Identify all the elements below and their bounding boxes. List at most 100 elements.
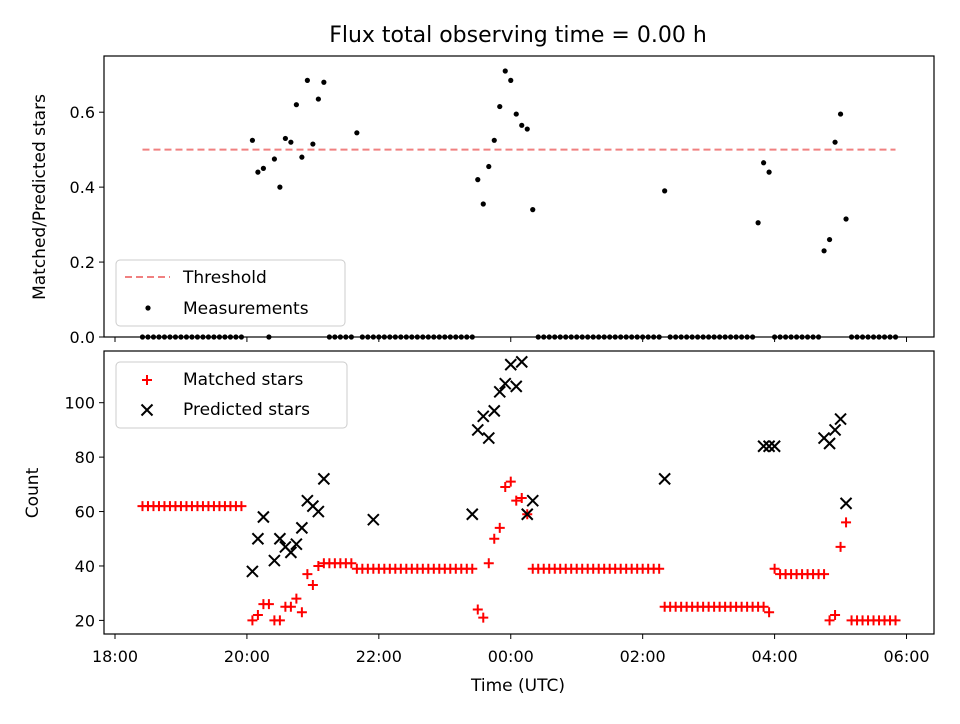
matched-star-marker xyxy=(467,563,478,574)
measurement-point xyxy=(513,111,519,117)
legend-predicted-swatch xyxy=(140,403,154,417)
measurement-point xyxy=(491,137,497,143)
predicted-star-marker xyxy=(828,423,842,437)
measurement-point xyxy=(843,216,849,222)
matched-star-marker xyxy=(472,604,483,615)
measurement-point xyxy=(315,96,321,102)
measurement-point xyxy=(255,169,261,175)
top-legend: Threshold Measurements xyxy=(115,259,346,327)
x-tick-label: 04:00 xyxy=(752,647,798,666)
measurement-point xyxy=(502,68,508,74)
measurement-point xyxy=(524,126,530,132)
measurement-point xyxy=(299,154,305,160)
matched-star-marker xyxy=(483,558,494,569)
matched-star-marker xyxy=(236,501,247,512)
bottom-plot-area: 20 40 60 80 100 18:00 20:00 22:00 00:00 02:00 04:0… xyxy=(64,350,935,666)
predicted-star-marker xyxy=(658,472,671,486)
predicted-star-marker xyxy=(493,385,506,399)
matched-star-marker xyxy=(313,560,324,571)
top-plot-frame xyxy=(103,55,935,338)
bottom-y-axis-label: Count xyxy=(23,467,43,518)
measurement-point xyxy=(662,188,668,194)
x-tick-label: 22:00 xyxy=(356,647,402,666)
measurement-point xyxy=(497,103,503,110)
legend-box xyxy=(115,259,346,327)
predicted-star-marker xyxy=(273,532,287,545)
measurement-point xyxy=(766,169,772,175)
x-tick-label: 00:00 xyxy=(488,647,534,666)
predicted-star-marker xyxy=(257,510,270,524)
legend-matched-label: Matched stars xyxy=(183,370,303,390)
predicted-star-marker xyxy=(757,440,770,453)
matched-star-marker xyxy=(302,569,313,580)
matched-star-marker xyxy=(758,601,769,612)
predicted-star-marker xyxy=(466,508,479,521)
matched-star-marker xyxy=(500,482,511,493)
x-tick-label: 18:00 xyxy=(92,647,138,666)
measurement-point xyxy=(288,139,294,145)
bottom-y-tick-label: 20 xyxy=(75,611,95,630)
measurement-point xyxy=(304,77,310,83)
matched-star-marker xyxy=(769,563,780,574)
predicted-star-marker xyxy=(526,494,539,507)
matched-star-marker xyxy=(285,601,296,612)
measurement-point xyxy=(530,207,536,213)
predicted-star-marker xyxy=(367,513,380,526)
matched-star-marker xyxy=(511,495,522,506)
legend-box xyxy=(115,361,348,429)
predicted-star-marker xyxy=(295,521,309,535)
predicted-star-marker xyxy=(839,497,853,510)
predicted-star-marker xyxy=(488,404,501,418)
predicted-star-marker xyxy=(510,380,523,393)
legend-measurement-swatch xyxy=(145,305,151,311)
predicted-star-marker xyxy=(317,472,331,486)
measurement-point xyxy=(310,141,316,147)
x-tick-label: 02:00 xyxy=(620,647,666,666)
predicted-star-marker xyxy=(834,412,847,426)
x-tick-label: 06:00 xyxy=(883,647,929,666)
measurement-point xyxy=(293,102,299,108)
bottom-legend: Matched stars Predicted stars xyxy=(115,361,348,429)
matched-star-marker xyxy=(819,569,830,580)
matched-star-marker xyxy=(835,541,846,552)
bottom-y-tick-label: 40 xyxy=(75,557,95,576)
matched-star-marker xyxy=(291,593,302,604)
bottom-y-tick-label: 60 xyxy=(75,503,95,522)
predicted-star-marker xyxy=(246,565,259,578)
bottom-y-tick-label: 100 xyxy=(64,394,95,413)
measurement-point xyxy=(837,111,844,117)
measurement-point xyxy=(486,163,492,170)
measurement-point xyxy=(821,248,827,254)
measurement-point xyxy=(480,201,486,207)
matched-star-marker xyxy=(263,599,274,610)
predicted-star-marker xyxy=(482,431,495,445)
predicted-star-marker xyxy=(521,508,534,521)
matched-star-marker xyxy=(505,476,516,487)
predicted-star-marker xyxy=(515,355,528,369)
matched-star-marker xyxy=(890,615,901,626)
measurement-point xyxy=(277,184,283,190)
top-y-tick-label: 0.6 xyxy=(70,103,95,122)
measurement-point xyxy=(354,130,360,136)
predicted-star-marker xyxy=(471,423,484,437)
predicted-star-marker xyxy=(251,532,265,545)
matched-star-marker xyxy=(478,612,489,623)
predicted-star-marker xyxy=(268,554,281,567)
matched-star-marker xyxy=(824,615,835,626)
predicted-star-marker xyxy=(499,377,512,390)
matched-star-marker xyxy=(516,492,527,503)
matched-star-marker xyxy=(830,609,841,620)
measurement-point xyxy=(282,135,288,142)
measurement-point xyxy=(475,177,481,183)
measurement-point xyxy=(832,139,838,145)
measurement-point xyxy=(249,137,256,143)
matched-star-marker xyxy=(654,563,665,574)
measurement-point xyxy=(519,122,525,128)
legend-matched-swatch xyxy=(142,375,152,385)
predicted-star-marker xyxy=(312,505,325,518)
matched-star-marker xyxy=(494,522,505,533)
matched-star-marker xyxy=(307,580,318,591)
bottom-y-tick-label: 80 xyxy=(75,448,95,467)
